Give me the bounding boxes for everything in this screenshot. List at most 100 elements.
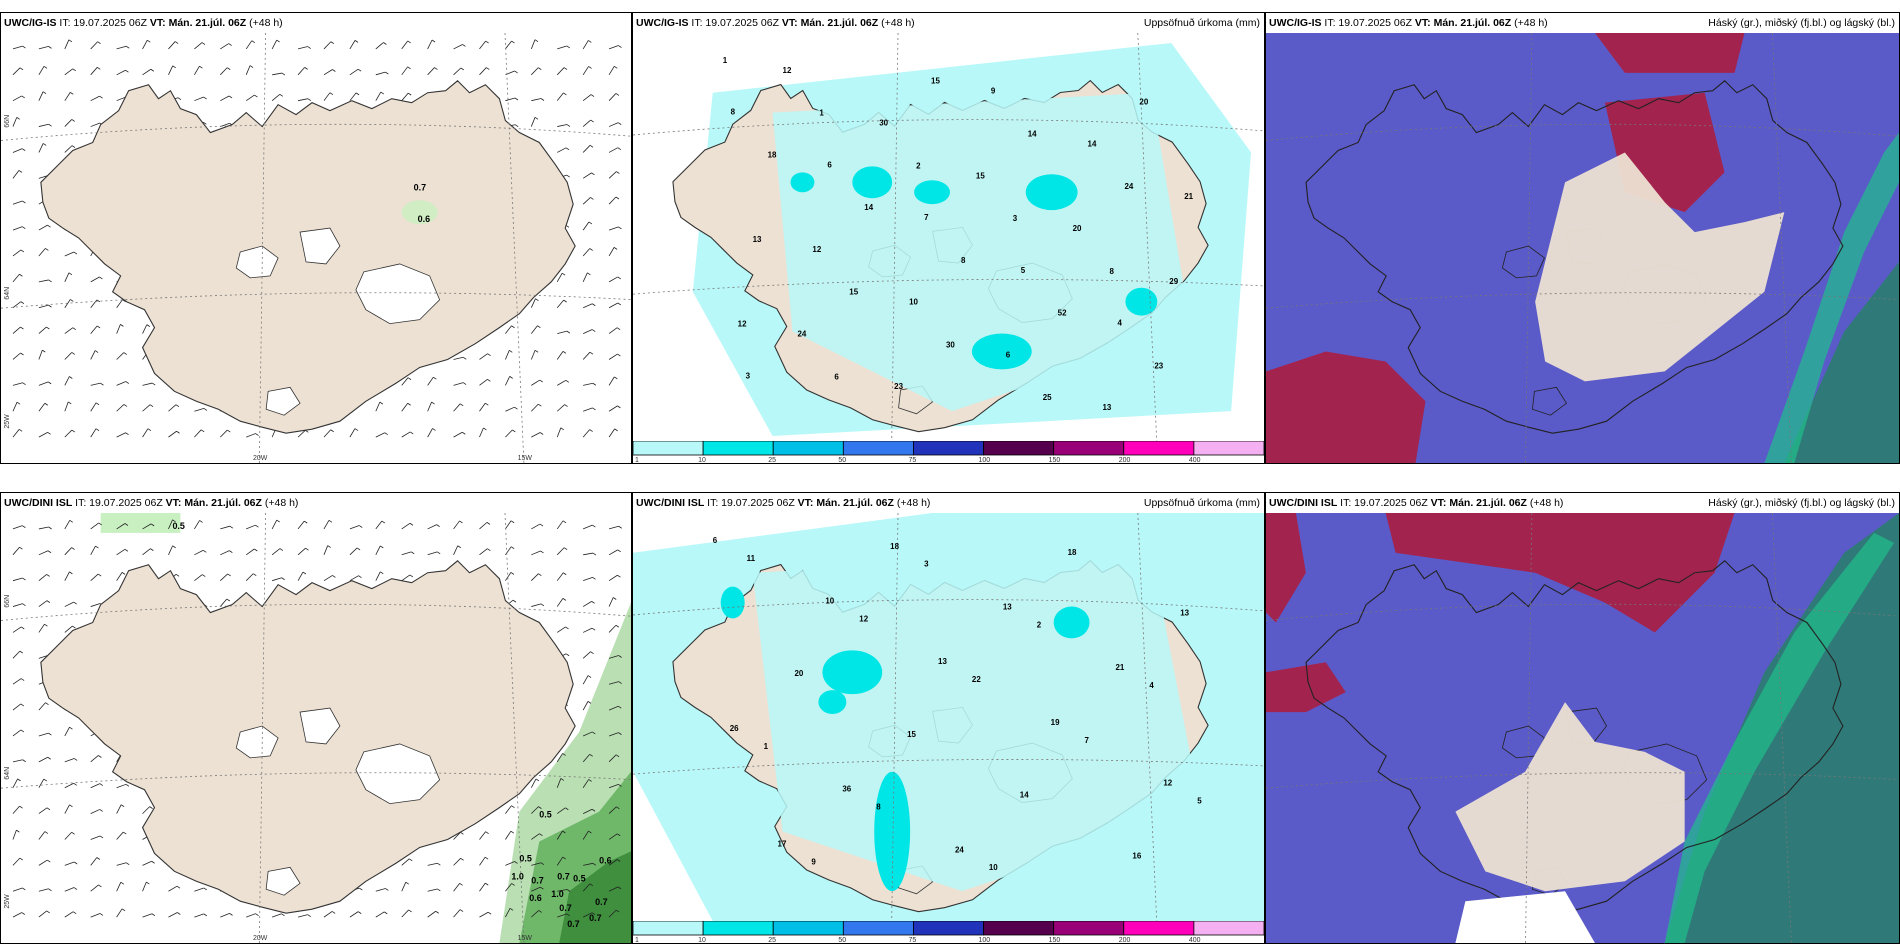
wind-barb bbox=[12, 326, 21, 334]
precip-value-label: 10 bbox=[989, 863, 998, 872]
wind-barb-tick bbox=[68, 401, 72, 405]
wind-barb bbox=[453, 356, 464, 360]
precip-value-label: 14 bbox=[1020, 791, 1029, 800]
wind-barb bbox=[12, 170, 20, 179]
wind-barb-tick bbox=[73, 758, 78, 761]
colorbar-swatch bbox=[983, 441, 1055, 456]
precip-value-label: 8 bbox=[1109, 267, 1114, 276]
wind-barb bbox=[220, 95, 230, 102]
precip-value-label: 1 bbox=[819, 109, 824, 118]
precip-value-label: 15 bbox=[931, 77, 940, 86]
wind-barb bbox=[142, 404, 151, 412]
wind-barb bbox=[556, 598, 564, 607]
wind-barb bbox=[64, 911, 74, 918]
wind-barb bbox=[12, 577, 23, 582]
longitude-line bbox=[1772, 33, 1792, 463]
wind-barb bbox=[245, 573, 254, 581]
wind-barb bbox=[220, 573, 228, 581]
wind-barb-tick bbox=[307, 914, 311, 917]
wind-barb bbox=[479, 856, 486, 866]
wind-barb-tick bbox=[16, 401, 21, 405]
wind-barb bbox=[64, 782, 74, 789]
wind-barb-tick bbox=[94, 350, 99, 353]
wind-barb bbox=[557, 45, 567, 50]
colorbar-tick-label: 100 bbox=[979, 457, 991, 463]
wind-barb bbox=[38, 888, 49, 892]
latitude-line bbox=[1266, 603, 1899, 621]
wind-barb-tick bbox=[616, 859, 621, 862]
wind-barb bbox=[12, 45, 23, 50]
wind-barb-tick bbox=[203, 549, 207, 553]
wind-barb-tick bbox=[409, 858, 413, 862]
wind-barb-tick bbox=[566, 913, 570, 917]
wind-barb bbox=[38, 600, 48, 607]
precip-value-label: 12 bbox=[1163, 779, 1172, 788]
wind-barb bbox=[557, 889, 568, 892]
colorbar-swatch bbox=[633, 441, 704, 456]
wind-barb bbox=[323, 575, 333, 582]
wind-barb-tick bbox=[617, 302, 622, 306]
wind-barb-tick bbox=[281, 577, 285, 581]
wind-barb-tick bbox=[538, 573, 542, 576]
cloud-high-area bbox=[1266, 662, 1346, 713]
wind-barb bbox=[12, 650, 21, 659]
colorbar-tick-label: 10 bbox=[698, 457, 706, 463]
wind-barb-tick bbox=[332, 69, 336, 72]
wind-barb bbox=[401, 574, 411, 582]
wind-barb-tick bbox=[176, 885, 181, 889]
wind-barb bbox=[90, 41, 98, 50]
wind-barb bbox=[582, 272, 588, 283]
wind-barb bbox=[246, 524, 256, 530]
map-precip: 1 1 2 3 8 12 6 15 14 24 13 15 30 25 20 18 14 8 52 23 12 30 15 2… bbox=[633, 33, 1264, 441]
wind-barb bbox=[531, 833, 540, 840]
wind-barb-tick bbox=[618, 655, 622, 658]
precip-value-label: 52 bbox=[1058, 309, 1067, 318]
wind-barb bbox=[582, 701, 589, 711]
wind-barb-tick bbox=[592, 576, 596, 580]
wind-barb bbox=[168, 519, 173, 530]
wind-barb bbox=[453, 520, 460, 530]
wind-barb-tick bbox=[48, 732, 52, 736]
wind-barb bbox=[90, 755, 99, 763]
wind-barb-tick bbox=[616, 171, 620, 174]
colorbar-swatch bbox=[772, 441, 844, 456]
wind-barb-tick bbox=[172, 519, 176, 523]
wind-barb bbox=[168, 41, 176, 50]
wind-barb-tick bbox=[72, 625, 76, 629]
precip-value-label: 4 bbox=[1149, 681, 1154, 690]
wind-barb-tick bbox=[565, 807, 569, 811]
wind-barb bbox=[608, 66, 615, 76]
wind-barb bbox=[142, 860, 152, 866]
wind-barb bbox=[38, 432, 48, 438]
wind-barb bbox=[427, 862, 438, 866]
wind-barb-tick bbox=[307, 46, 311, 49]
wind-barb-tick bbox=[592, 862, 597, 866]
colorbar-swatch bbox=[702, 921, 774, 936]
wind-barb-tick bbox=[20, 326, 24, 330]
wind-barb-tick bbox=[356, 547, 361, 551]
precip-value-label: 13 bbox=[1103, 403, 1112, 412]
wind-barb bbox=[90, 913, 101, 918]
wind-barb bbox=[530, 350, 536, 360]
wind-barb bbox=[297, 520, 305, 530]
wind-barb-tick bbox=[175, 573, 180, 577]
wind-barb bbox=[582, 172, 592, 179]
precip-value-label: 3 bbox=[746, 371, 751, 380]
colorbar-swatch bbox=[633, 921, 704, 936]
wind-barb-tick bbox=[20, 352, 24, 356]
wind-barb bbox=[64, 601, 74, 607]
wind-barb bbox=[12, 703, 22, 711]
wind-barb-tick bbox=[459, 882, 463, 886]
wind-barb bbox=[556, 299, 565, 308]
wind-barb bbox=[323, 41, 332, 50]
wind-barb bbox=[12, 759, 23, 763]
cloud-high-area bbox=[1266, 513, 1306, 623]
wind-barb bbox=[427, 428, 433, 438]
wind-barb-tick bbox=[539, 432, 544, 435]
wind-barb bbox=[557, 147, 567, 153]
glacier bbox=[355, 263, 441, 325]
wind-barb-tick bbox=[121, 572, 126, 575]
precip-value-label: 6 bbox=[713, 536, 718, 545]
wind-barb-tick bbox=[614, 428, 618, 432]
wind-barb bbox=[38, 910, 47, 918]
